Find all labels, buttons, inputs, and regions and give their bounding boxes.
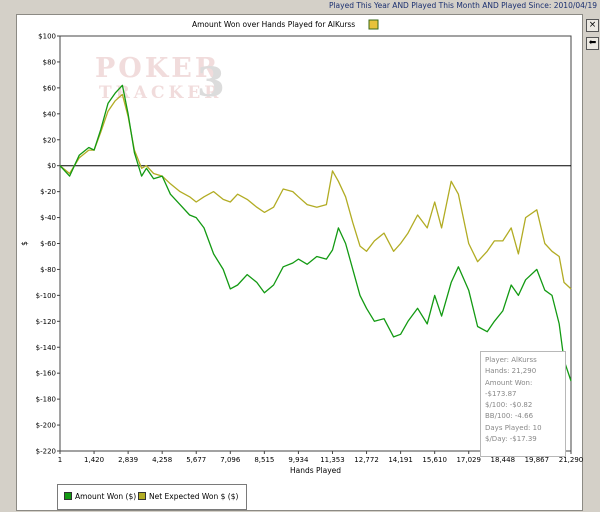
x-tick-label: 15,610 (422, 456, 447, 464)
x-axis-label: Hands Played (290, 466, 341, 475)
x-tick-label: 21,290 (559, 456, 584, 464)
y-tick-label: $80 (43, 58, 56, 66)
series-line-net-expected (59, 93, 572, 290)
x-tick-label: 1 (58, 456, 62, 464)
legend-item-net-expected: Net Expected Won $ ($) (138, 492, 238, 502)
chart-icon (368, 19, 379, 30)
x-tick-label: 17,029 (456, 456, 481, 464)
chart-title: Amount Won over Hands Played for AlKurss (192, 20, 355, 29)
x-tick-label: 4,258 (152, 456, 172, 464)
x-tick-label: 2,839 (118, 456, 138, 464)
right-control-rail: × ⬅ (584, 14, 600, 511)
y-tick-label: $-220 (36, 448, 56, 456)
chart-svg: Amount Won over Hands Played for AlKurss… (20, 19, 584, 475)
x-tick-label: 5,677 (186, 456, 206, 464)
y-tick-label: $60 (43, 84, 56, 92)
y-tick-label: $-160 (36, 370, 56, 378)
stat-days-played: Days Played: 10 (485, 423, 542, 432)
y-tick-label: $40 (43, 110, 56, 118)
stat-per-day: $/Day: -$17.39 (485, 435, 537, 444)
stat-amount-won: Amount Won: -$173.87 (485, 378, 533, 398)
x-tick-label: 8,515 (254, 456, 274, 464)
x-tick-label: 1,420 (84, 456, 104, 464)
x-tick-label: 9,934 (288, 456, 309, 464)
y-tick-label: $-180 (36, 396, 56, 404)
left-panel-edge (0, 14, 17, 511)
stat-per-100: $/100: -$0.82 (485, 401, 533, 410)
y-tick-label: $-80 (40, 266, 56, 274)
x-tick-label: 7,096 (220, 456, 241, 464)
y-tick-label: $100 (38, 33, 56, 41)
stat-bb-100: BB/100: -4.66 (485, 412, 534, 421)
y-tick-label: $-40 (40, 214, 56, 222)
legend-swatch-net-expected (138, 492, 146, 500)
series-line-amount-won (59, 84, 572, 382)
legend-label-net-expected: Net Expected Won $ ($) (149, 492, 239, 501)
legend-label-amount-won: Amount Won ($) (75, 492, 137, 501)
y-tick-label: $-140 (36, 344, 56, 352)
filter-status-text: Played This Year AND Played This Month A… (328, 1, 597, 10)
back-arrow-button[interactable]: ⬅ (586, 37, 599, 50)
legend-item-amount-won: Amount Won ($) (64, 492, 136, 502)
y-tick-label: $0 (47, 162, 56, 170)
y-tick-label: $-120 (36, 318, 56, 326)
stat-player: Player: AlKurss (485, 356, 537, 364)
y-tick-label: $-200 (36, 422, 56, 430)
x-tick-label: 14,191 (388, 456, 413, 464)
y-axis-label: $ (20, 241, 29, 246)
legend-swatch-amount-won (64, 492, 72, 500)
x-tick-label: 19,867 (525, 456, 550, 464)
close-button[interactable]: × (586, 19, 599, 32)
x-tick-label: 11,353 (320, 456, 345, 464)
x-tick-label: 18,448 (491, 456, 516, 464)
y-tick-label: $-20 (40, 188, 56, 196)
x-tick-label: 12,772 (354, 456, 379, 464)
y-tick-label: $-100 (36, 292, 56, 300)
chart-panel: POKER TRACKER 3 Amount Won over Hands Pl… (16, 14, 583, 511)
player-stats-box: Player: AlKurss Hands: 21,290 Amount Won… (480, 351, 566, 457)
y-tick-label: $-60 (40, 240, 56, 248)
chart-legend: Amount Won ($) Net Expected Won $ ($) (57, 484, 247, 510)
stat-hands: Hands: 21,290 (485, 367, 537, 376)
y-tick-label: $20 (43, 136, 56, 144)
